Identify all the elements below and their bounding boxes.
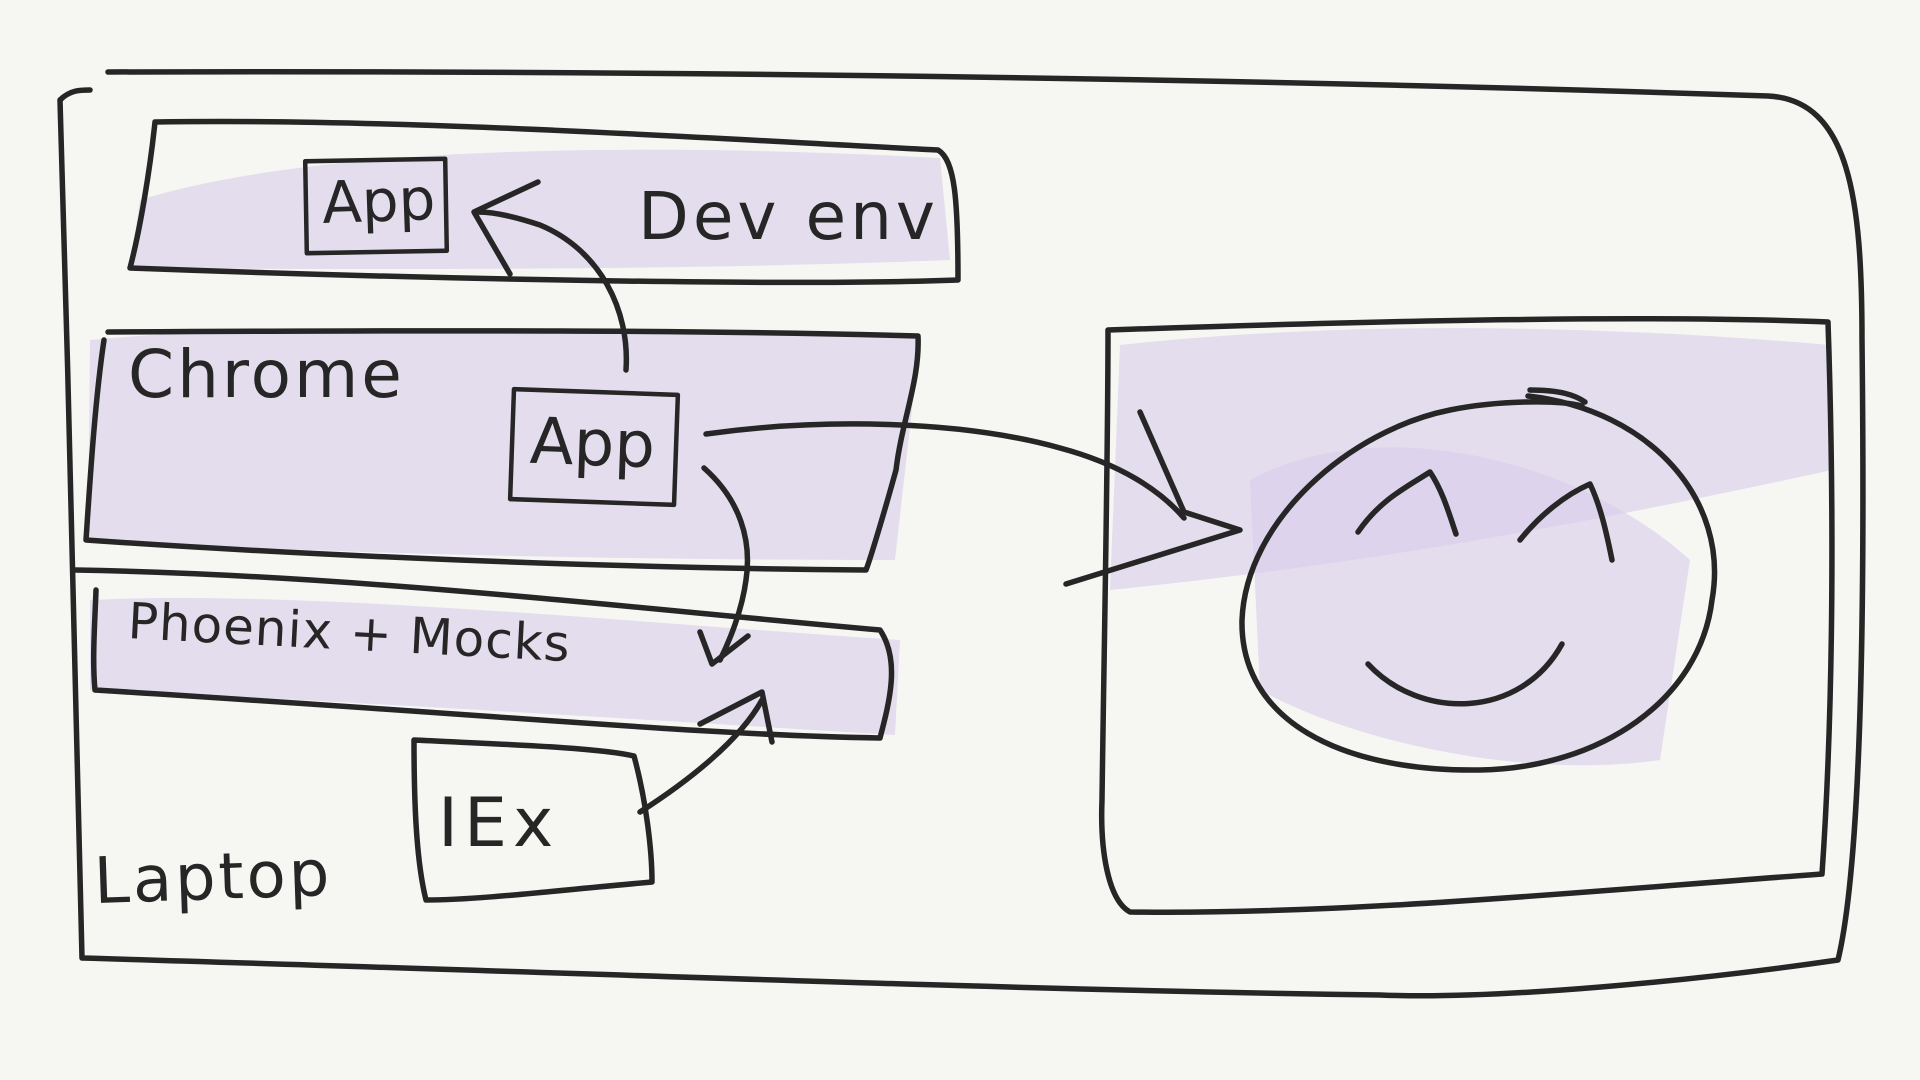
app-box-dev <box>302 156 450 256</box>
screen-box <box>1098 315 1835 915</box>
phoenix-box <box>72 567 895 741</box>
app-box-chrome <box>507 386 681 508</box>
laptop-outline <box>57 69 1866 999</box>
arrow-chrome-to-dev <box>475 209 630 373</box>
dev-env-box <box>127 118 961 286</box>
laptop-label: Laptop <box>92 836 334 920</box>
chrome-wash <box>88 328 920 560</box>
dev-env-wash <box>130 149 950 270</box>
iex-box <box>411 737 655 903</box>
chrome-box <box>83 328 921 573</box>
smiley-face-icon <box>1239 387 1718 773</box>
arrowhead-app-to-phoenix <box>697 629 751 667</box>
smile <box>1365 641 1565 707</box>
face-brow <box>1527 387 1588 405</box>
app-label-dev: App <box>320 165 437 237</box>
iex-label: IEx <box>438 784 560 863</box>
face-outline <box>1239 393 1718 773</box>
dev-env-label: Dev env <box>638 178 939 255</box>
arrow-app-to-phoenix <box>701 465 751 663</box>
left-eye <box>1355 469 1459 537</box>
arrow-app-to-screen <box>703 421 1187 521</box>
arrowhead-app-to-screen <box>1063 409 1243 587</box>
app-label-chrome: App <box>528 404 657 484</box>
arrowhead-iex-to-phoenix <box>697 689 775 745</box>
arrow-iex-to-phoenix <box>637 697 765 815</box>
chrome-label: Chrome <box>128 336 405 413</box>
arrowhead-chrome-to-dev <box>471 179 541 277</box>
right-eye <box>1517 481 1615 563</box>
